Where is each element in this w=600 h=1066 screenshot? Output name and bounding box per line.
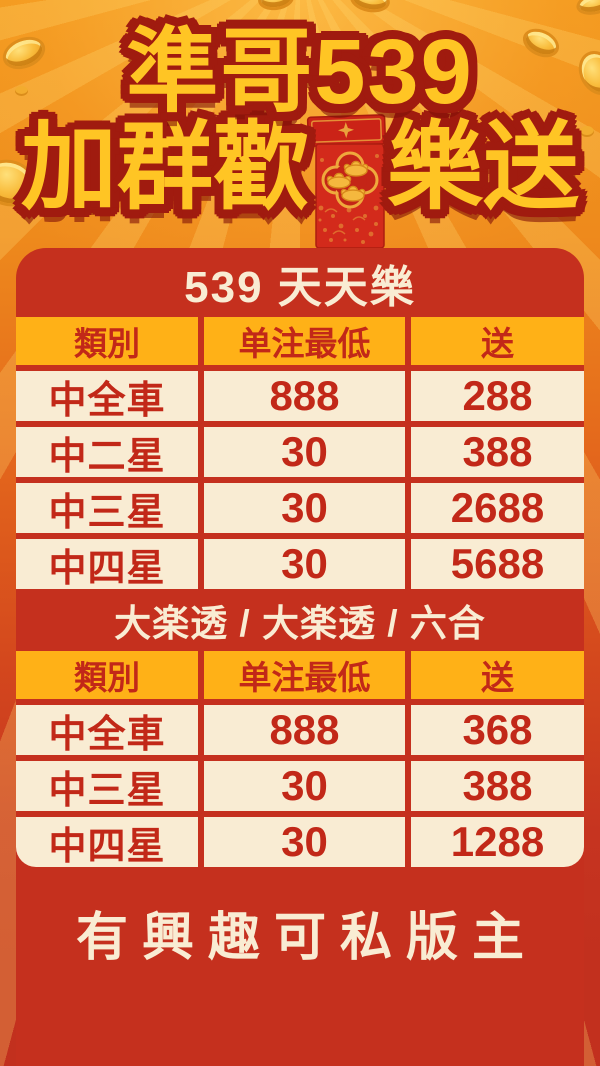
cell-min-bet: 888 bbox=[204, 705, 405, 755]
cell-bonus: 5688 bbox=[411, 539, 584, 589]
coin-dot-icon bbox=[580, 126, 594, 137]
subtitle-right-text: 樂送 bbox=[387, 114, 579, 221]
cell-category: 中四星 bbox=[16, 817, 198, 868]
cell-category: 中全車 bbox=[16, 371, 198, 422]
red-envelope-icon bbox=[305, 108, 391, 250]
coin-icon bbox=[256, 0, 296, 13]
gold-ingots-icon bbox=[321, 151, 379, 209]
cell-category: 中四星 bbox=[16, 539, 198, 590]
coin-dot-icon bbox=[15, 86, 28, 96]
cell-min-bet: 30 bbox=[204, 427, 405, 477]
cell-min-bet: 30 bbox=[204, 761, 405, 811]
col-header-bonus: 送 bbox=[411, 317, 584, 365]
cell-min-bet: 30 bbox=[204, 483, 405, 533]
subtitle-left-text: 加群歡 bbox=[21, 114, 309, 221]
table2: 類別 单注最低 送 中全車 888 368 中三星 30 388 中四星 30 … bbox=[16, 651, 584, 868]
main-title: 準哥539 bbox=[126, 21, 474, 123]
table2-title-band: 大楽透 / 大楽透 / 六合 bbox=[114, 603, 486, 644]
cell-bonus: 2688 bbox=[411, 483, 584, 533]
col-header-min-bet: 单注最低 bbox=[204, 651, 405, 699]
table1: 類別 单注最低 送 中全車 888 288 中二星 30 388 中三星 30 … bbox=[16, 317, 584, 590]
cell-category: 中三星 bbox=[16, 483, 198, 534]
cell-category: 中二星 bbox=[16, 427, 198, 478]
cell-category: 中三星 bbox=[16, 761, 198, 812]
promo-card: 539 天天樂 類別 单注最低 送 中全車 888 288 中二星 30 388… bbox=[16, 248, 584, 1066]
cell-bonus: 1288 bbox=[411, 817, 584, 867]
table1-title-band: 539 天天樂 bbox=[184, 262, 416, 312]
coin-icon bbox=[348, 0, 392, 16]
col-header-min-bet: 单注最低 bbox=[204, 317, 405, 365]
cell-min-bet: 30 bbox=[204, 539, 405, 589]
cell-bonus: 388 bbox=[411, 761, 584, 811]
cell-bonus: 288 bbox=[411, 371, 584, 421]
contact-note: 有興趣可私版主 bbox=[75, 909, 538, 967]
cell-bonus: 388 bbox=[411, 427, 584, 477]
col-header-bonus: 送 bbox=[411, 651, 584, 699]
col-header-category: 類別 bbox=[16, 651, 198, 699]
cell-bonus: 368 bbox=[411, 705, 584, 755]
col-header-category: 類別 bbox=[16, 317, 198, 365]
coin-icon bbox=[573, 0, 600, 19]
cell-min-bet: 30 bbox=[204, 817, 405, 867]
cell-category: 中全車 bbox=[16, 705, 198, 756]
subtitle: 加群歡 bbox=[0, 114, 600, 260]
cell-min-bet: 888 bbox=[204, 371, 405, 421]
